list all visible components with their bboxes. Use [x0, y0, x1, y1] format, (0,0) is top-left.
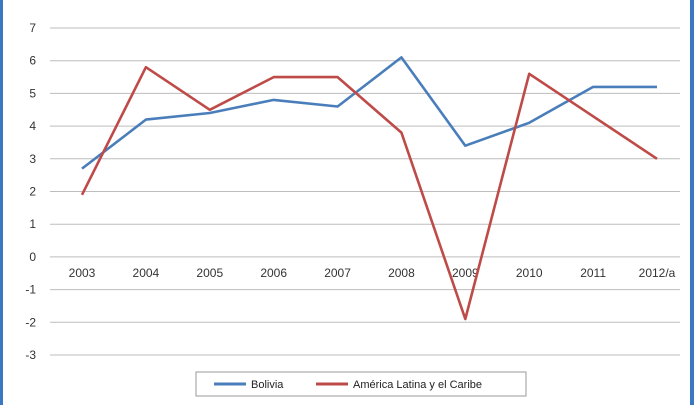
- y-tick-label: 7: [29, 21, 36, 35]
- legend: Bolivia América Latina y el Caribe: [195, 371, 527, 397]
- x-tick-label: 2007: [324, 266, 351, 280]
- y-tick-label: 6: [29, 54, 36, 68]
- series-line-america-latina: [80, 65, 658, 321]
- y-tick-label: 3: [29, 152, 36, 166]
- x-tick-label: 2012/a: [639, 266, 676, 280]
- series-lines: [80, 56, 658, 321]
- x-tick-label: 2010: [516, 266, 543, 280]
- legend-box: [195, 371, 527, 397]
- frame-right-border: [690, 0, 694, 405]
- x-tick-label: 2008: [388, 266, 415, 280]
- y-tick-label: -3: [25, 348, 36, 362]
- gridlines: [50, 27, 680, 356]
- y-axis-ticks: -3 -2 -1 0 1 2 3 4 5 6 7: [25, 21, 36, 362]
- legend-label-america-latina: América Latina y el Caribe: [353, 379, 482, 391]
- x-tick-label: 2003: [69, 266, 96, 280]
- x-tick-label: 2005: [196, 266, 223, 280]
- y-tick-label: 0: [29, 250, 36, 264]
- x-tick-label: 2011: [580, 266, 606, 280]
- x-tick-label: 2009: [452, 266, 479, 280]
- x-tick-label: 2006: [260, 266, 287, 280]
- y-tick-label: 4: [29, 119, 36, 133]
- series-line-bolivia: [81, 56, 657, 170]
- y-tick-label: 5: [29, 86, 36, 100]
- legend-label-bolivia: Bolivia: [251, 379, 284, 391]
- x-axis-ticks: 2003 2004 2005 2006 2007 2008 2009 2010 2011 2012…: [69, 266, 676, 280]
- y-tick-label: 1: [29, 217, 36, 231]
- y-tick-label: -2: [25, 315, 36, 329]
- y-tick-label: -1: [25, 283, 36, 297]
- x-tick-label: 2004: [133, 266, 160, 280]
- frame-left-border: [0, 0, 3, 405]
- y-tick-label: 2: [29, 185, 36, 199]
